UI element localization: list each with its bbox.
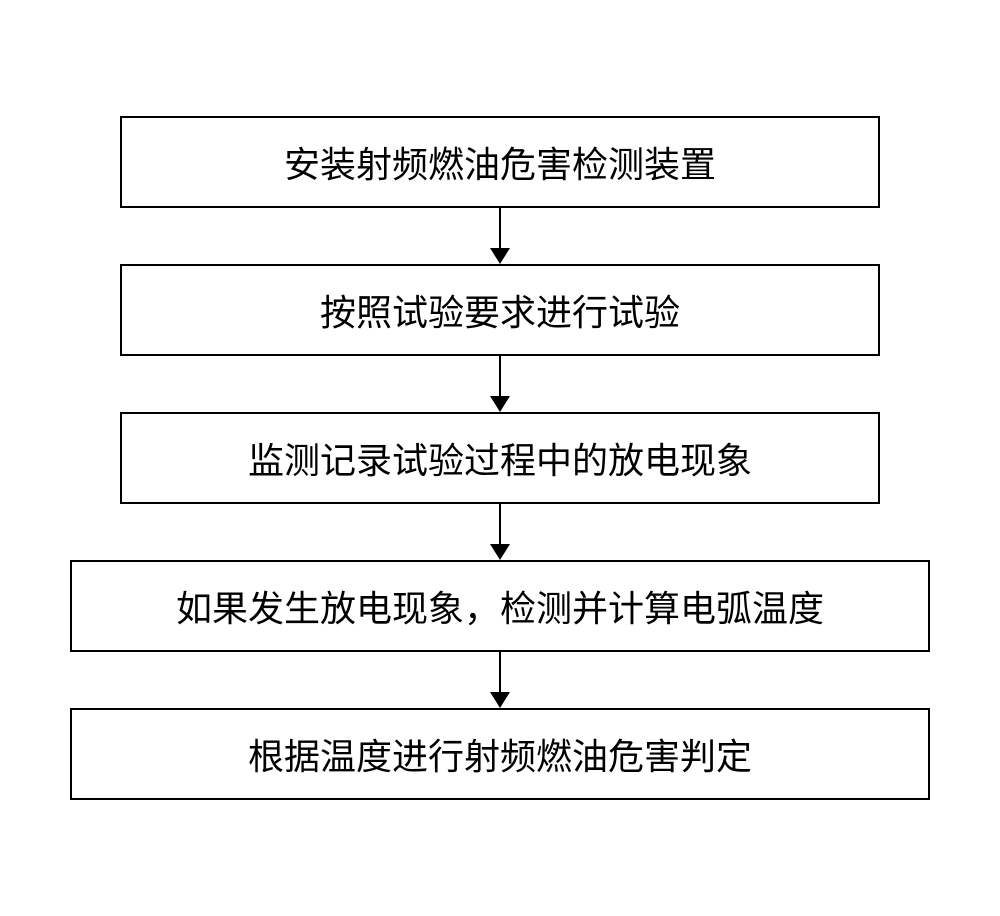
arrow-head-icon [490,396,510,412]
flowchart-step-3: 监测记录试验过程中的放电现象 [120,412,880,504]
flowchart-arrow-3 [490,504,510,560]
flowchart-arrow-2 [490,356,510,412]
arrow-head-icon [490,692,510,708]
flowchart-step-4: 如果发生放电现象，检测并计算电弧温度 [70,560,930,652]
flowchart-step-1: 安装射频燃油危害检测装置 [120,116,880,208]
flowchart-step-1-label: 安装射频燃油危害检测装置 [284,136,716,188]
flowchart-step-5: 根据温度进行射频燃油危害判定 [70,708,930,800]
arrow-line [499,504,501,544]
flowchart-container: 安装射频燃油危害检测装置 按照试验要求进行试验 监测记录试验过程中的放电现象 如… [0,116,1000,800]
arrow-line [499,356,501,396]
flowchart-step-2-label: 按照试验要求进行试验 [320,284,680,336]
flowchart-arrow-4 [490,652,510,708]
flowchart-step-4-label: 如果发生放电现象，检测并计算电弧温度 [176,580,824,632]
arrow-head-icon [490,248,510,264]
arrow-head-icon [490,544,510,560]
flowchart-arrow-1 [490,208,510,264]
flowchart-step-5-label: 根据温度进行射频燃油危害判定 [248,728,752,780]
arrow-line [499,652,501,692]
flowchart-step-2: 按照试验要求进行试验 [120,264,880,356]
flowchart-step-3-label: 监测记录试验过程中的放电现象 [248,432,752,484]
arrow-line [499,208,501,248]
